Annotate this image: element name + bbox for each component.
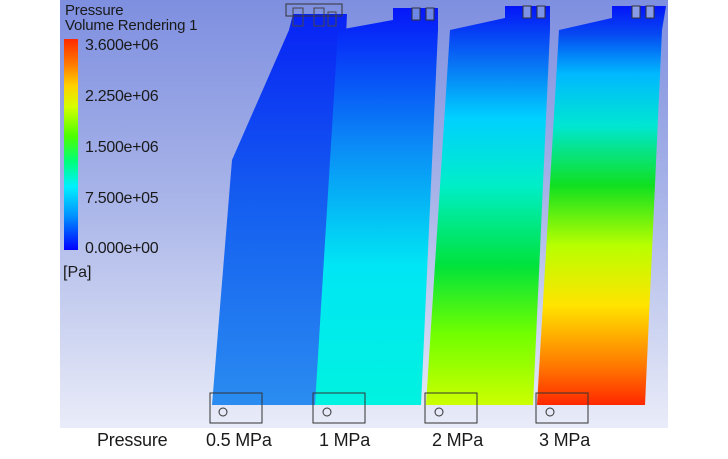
legend-color-bar xyxy=(64,39,78,250)
case-label-2-mpa: 2 MPa xyxy=(432,430,484,450)
row-label-pressure: Pressure xyxy=(97,430,168,450)
render-viewport[interactable] xyxy=(60,0,668,428)
legend-tick-max: 3.600e+06 xyxy=(85,37,159,54)
legend-tick-4: 7.500e+05 xyxy=(85,190,159,207)
legend-tick-3: 1.500e+06 xyxy=(85,139,159,156)
legend-render-name: Volume Rendering 1 xyxy=(65,17,198,34)
pressure-columns-view xyxy=(209,3,666,424)
column-3-mpa xyxy=(535,5,666,424)
case-label-1-mpa: 1 MPa xyxy=(319,430,371,450)
legend-variable-title: Pressure xyxy=(65,2,124,19)
column-1-mpa xyxy=(312,7,438,424)
column-0.5-mpa xyxy=(209,3,347,424)
column-2-mpa xyxy=(424,5,550,424)
legend-tick-2: 2.250e+06 xyxy=(85,88,159,105)
legend-unit: [Pa] xyxy=(63,264,92,281)
case-label-3-mpa: 3 MPa xyxy=(539,430,591,450)
legend-tick-min: 0.000e+00 xyxy=(85,240,159,257)
case-label-0.5-mpa: 0.5 MPa xyxy=(206,430,272,450)
